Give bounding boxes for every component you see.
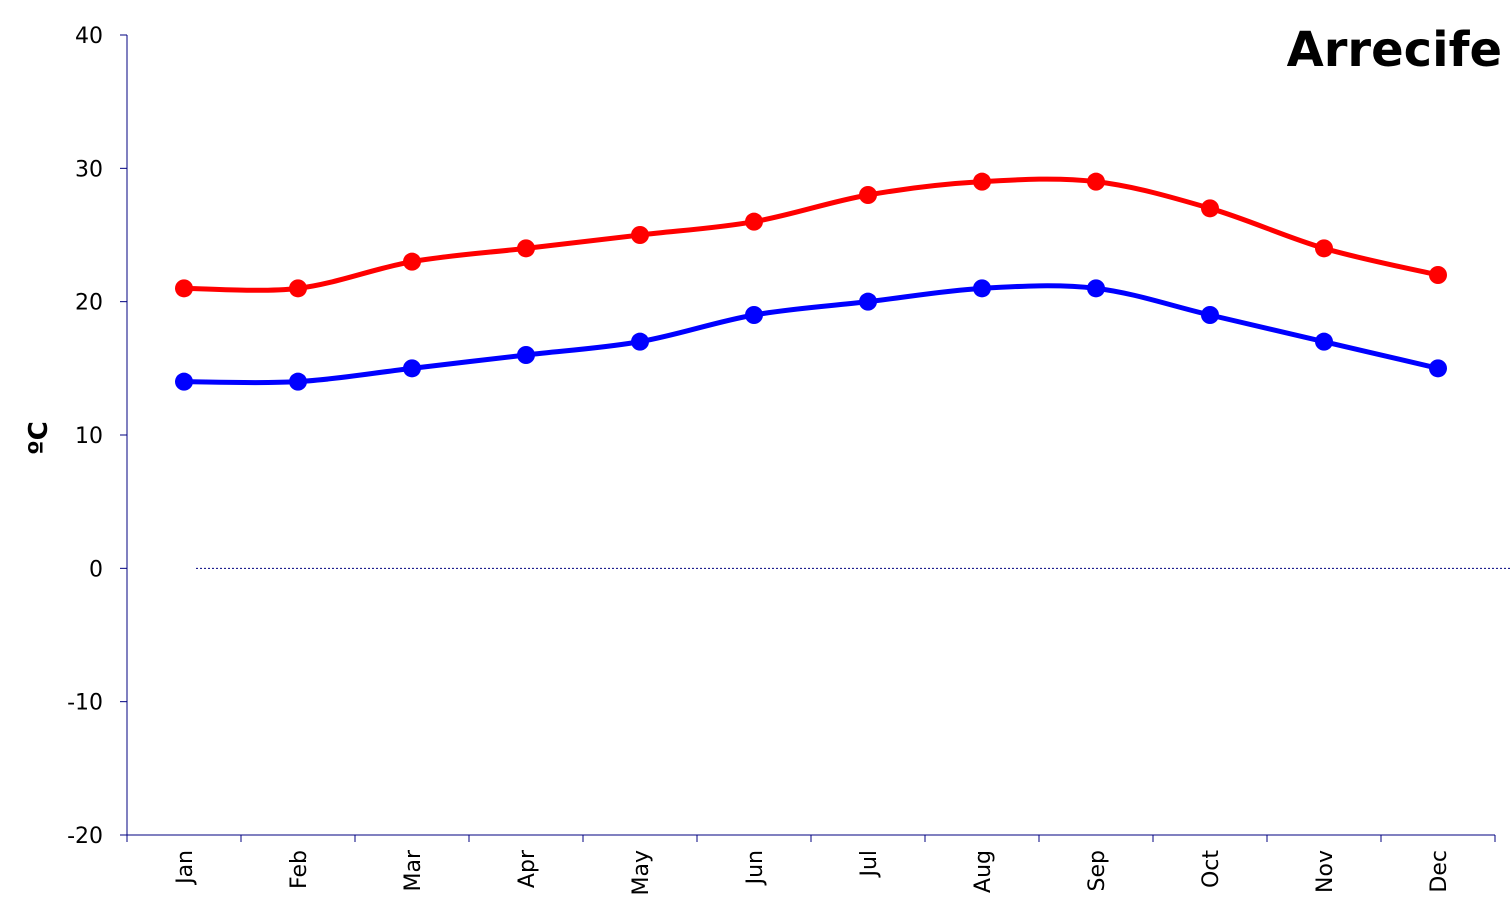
series-line [181,176,1441,293]
y-tick-label: 20 [75,291,103,316]
y-ticks: 40 30 20 10 0 -10 -20 [67,24,127,849]
series-1 [175,279,1447,391]
data-point [403,252,421,271]
data-point [517,346,535,364]
y-tick-label: 10 [75,424,103,449]
data-point [1087,172,1105,191]
data-point [973,279,991,298]
chart-title: Arrecife [1287,22,1502,78]
x-tick-label: Aug [971,850,996,893]
x-ticks: Jan Feb Mar Apr May Jun Jul Aug Sep Oct Nov Dec [126,835,1496,895]
series-line [181,283,1441,386]
data-point [631,332,649,351]
data-point [1201,199,1219,218]
data-point [403,359,421,378]
y-tick-label: 40 [75,24,103,49]
x-tick-label: Oct [1199,850,1224,888]
data-point [175,372,193,391]
data-point [1429,359,1447,378]
data-point [631,226,649,244]
series-0 [175,172,1447,298]
data-point [1201,306,1219,324]
data-point [859,292,877,311]
data-point [973,172,991,191]
data-point [175,279,193,298]
x-tick-label: May [629,850,654,895]
x-tick-label: Sep [1085,850,1110,891]
data-point [745,306,763,324]
y-tick-label: 30 [75,157,103,182]
x-tick-label: Feb [287,850,312,889]
data-point [1087,279,1105,298]
x-tick-label: Nov [1313,850,1338,893]
x-tick-label: Apr [515,849,540,888]
data-point [1315,239,1333,258]
data-point [1315,332,1333,351]
data-point [859,186,877,204]
x-tick-label: Dec [1427,850,1452,893]
x-tick-label: Jun [743,850,768,886]
y-axis-label: ºC [24,421,54,455]
x-tick-label: Mar [401,849,426,891]
y-tick-label: -10 [67,691,103,716]
data-point [1429,266,1447,284]
data-point [289,279,307,298]
series-layer [175,172,1447,391]
x-tick-label: Jul [857,850,882,879]
data-point [745,212,763,231]
y-tick-label: 0 [89,557,103,582]
y-tick-label: -20 [67,824,103,849]
data-point [289,372,307,391]
axes [126,35,1495,836]
data-point [517,239,535,258]
x-tick-label: Jan [173,850,198,886]
